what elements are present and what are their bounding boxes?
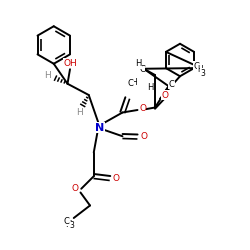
Text: 3: 3 bbox=[70, 221, 74, 230]
Text: O: O bbox=[139, 104, 146, 113]
Text: C: C bbox=[63, 216, 69, 226]
Text: C: C bbox=[139, 66, 145, 74]
Text: C: C bbox=[169, 80, 175, 89]
Text: H: H bbox=[44, 72, 51, 80]
Text: H: H bbox=[131, 78, 136, 87]
Text: O: O bbox=[140, 132, 147, 141]
Text: O: O bbox=[162, 90, 168, 100]
Text: O: O bbox=[72, 184, 78, 193]
Text: N: N bbox=[95, 123, 104, 133]
Text: H: H bbox=[66, 220, 72, 229]
Text: H: H bbox=[147, 84, 153, 92]
Text: O: O bbox=[113, 174, 120, 183]
Text: OH: OH bbox=[64, 59, 77, 68]
Text: 3: 3 bbox=[129, 82, 134, 90]
Text: C: C bbox=[128, 78, 134, 88]
Text: H: H bbox=[197, 66, 203, 74]
Text: C: C bbox=[193, 62, 199, 71]
Text: H: H bbox=[76, 108, 83, 117]
Text: 3: 3 bbox=[200, 68, 205, 78]
Text: H: H bbox=[135, 59, 141, 68]
